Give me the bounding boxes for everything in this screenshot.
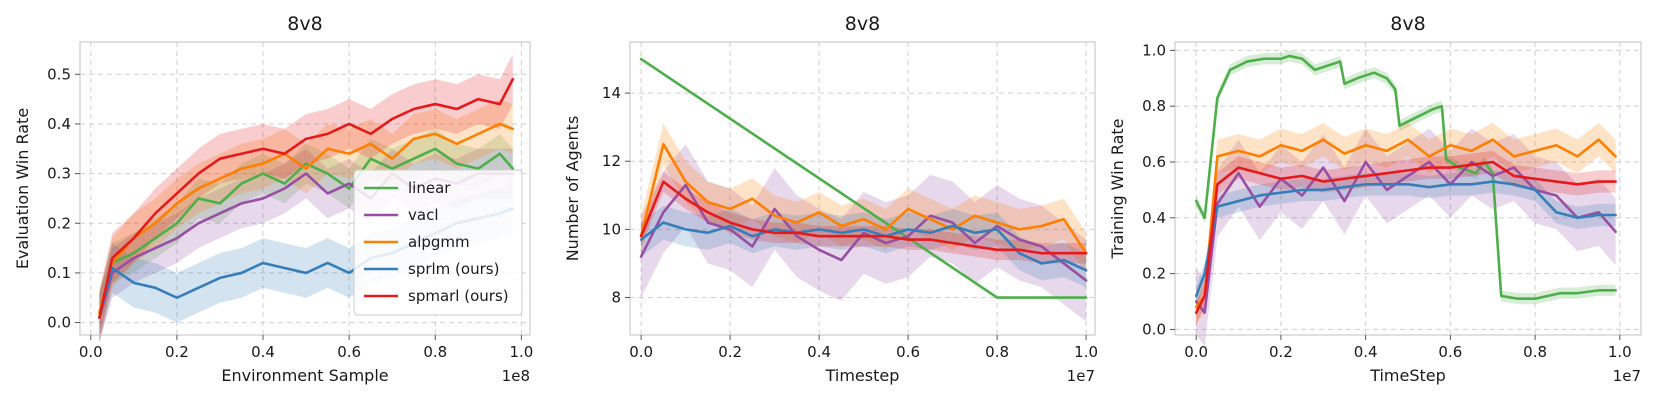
band-alpgmm <box>99 99 513 338</box>
chart-title: 8v8 <box>1390 13 1425 35</box>
y-tick-label: 0.6 <box>1142 153 1166 171</box>
y-axis-label: Number of Agents <box>563 116 582 262</box>
x-tick-label: 1.0 <box>1608 343 1632 361</box>
y-tick-label: 0.8 <box>1142 97 1166 115</box>
series-line-alpgmm <box>1194 138 1617 309</box>
x-axis-label: Environment Sample <box>221 366 388 385</box>
series-line-linear <box>98 147 515 314</box>
y-axis-label: Training Win Rate <box>1108 118 1127 259</box>
y-tick-label: 1.0 <box>1142 41 1166 59</box>
series-line-spmarl-ours <box>1194 160 1617 314</box>
x-tick-label: 0.6 <box>337 343 361 361</box>
y-tick-label: 0.4 <box>1142 209 1166 227</box>
series-line-spmarl-ours <box>98 77 515 319</box>
series-line-linear <box>1194 54 1617 301</box>
y-tick-label: 14 <box>602 84 621 102</box>
x-tick-label: 0.4 <box>807 343 831 361</box>
legend-box <box>353 169 523 316</box>
x-tick-label: 0.0 <box>1184 343 1208 361</box>
panel-number-of-agents: 0.0 0.2 0.4 0.6 0.8 1.0 8 10 12 14 8v8 Timestep Numb… <box>563 13 1098 385</box>
x-tick-label: 0.4 <box>1354 343 1378 361</box>
x-tick-label: 0.0 <box>79 343 103 361</box>
series-line-vacl <box>1194 160 1617 314</box>
x-tick-label: 0.2 <box>1269 343 1293 361</box>
chart-title: 8v8 <box>845 13 880 35</box>
band-alpgmm <box>641 123 1087 274</box>
legend: linear vacl alpgmm sprlm (ours) spmarl (ours… <box>353 169 523 316</box>
legend-label-sprlm-ours: sprlm (ours) <box>408 260 499 278</box>
band-alpgmm <box>1196 122 1616 324</box>
y-tick-label: 8 <box>611 289 621 307</box>
series-line-sprlm-ours <box>639 221 1088 272</box>
panel-training-win-rate: 0.0 0.2 0.4 0.6 0.8 1.0 0.0 0.2 0.4 0.6 0.8 1.0 8v8 T… <box>1108 13 1642 385</box>
series-line-spmarl-ours <box>639 180 1088 255</box>
x-tick-label: 0.2 <box>718 343 742 361</box>
y-tick-label: 0.2 <box>1142 265 1166 283</box>
y-tick-label: 0.0 <box>1142 320 1166 338</box>
x-tick-label: 1.0 <box>509 343 533 361</box>
y-tick-label: 0.2 <box>47 214 71 232</box>
x-axis-label: Timestep <box>825 366 900 385</box>
band-sprlm-ours <box>641 205 1087 288</box>
x-tick-label: 0.8 <box>1523 343 1547 361</box>
y-tick-label: 0.4 <box>47 115 71 133</box>
y-tick-label: 0.3 <box>47 165 71 183</box>
x-tick-label: 0.8 <box>985 343 1009 361</box>
series-line-alpgmm <box>98 122 515 314</box>
legend-label-linear: linear <box>408 179 451 197</box>
x-offset-label: 1e8 <box>502 367 530 385</box>
x-axis-label: TimeStep <box>1369 366 1446 385</box>
plot-frame <box>1174 41 1642 336</box>
x-tick-label: 1.0 <box>1074 343 1098 361</box>
x-tick-label: 0.8 <box>423 343 447 361</box>
series-line-sprlm-ours <box>1194 180 1617 298</box>
x-tick-label: 0.2 <box>165 343 189 361</box>
y-tick-label: 0.1 <box>47 264 71 282</box>
legend-label-spmarl-ours: spmarl (ours) <box>408 287 509 305</box>
y-tick-label: 10 <box>602 220 621 238</box>
x-tick-label: 0.4 <box>251 343 275 361</box>
x-offset-label: 1e7 <box>1067 367 1095 385</box>
chart-title: 8v8 <box>287 13 322 35</box>
plot-frame <box>79 41 531 336</box>
series-line-vacl <box>639 183 1088 282</box>
y-tick-label: 0.5 <box>47 65 71 83</box>
legend-label-vacl: vacl <box>408 206 438 224</box>
series-line-linear <box>639 57 1088 299</box>
band-spmarl-ours <box>99 54 513 343</box>
y-tick-label: 12 <box>602 152 621 170</box>
band-spmarl-ours <box>641 171 1087 264</box>
series-line-alpgmm <box>639 142 1088 255</box>
x-tick-label: 0.0 <box>629 343 653 361</box>
x-offset-label: 1e7 <box>1613 367 1641 385</box>
x-tick-label: 0.6 <box>1438 343 1462 361</box>
plot-frame <box>629 41 1096 336</box>
y-tick-label: 0.0 <box>47 314 71 332</box>
x-tick-label: 0.6 <box>896 343 920 361</box>
y-axis-label: Evaluation Win Rate <box>13 108 32 269</box>
panel-evaluation-win-rate: 0.0 0.2 0.4 0.6 0.8 1.0 0.0 0.1 0.2 0.3 0.4 0.5 8v8 E… <box>13 13 533 385</box>
legend-label-alpgmm: alpgmm <box>408 233 470 251</box>
